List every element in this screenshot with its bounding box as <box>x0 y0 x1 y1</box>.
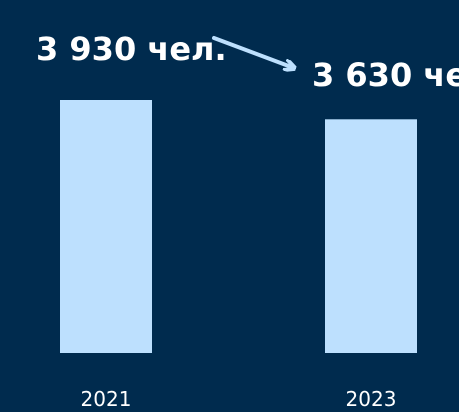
category-label-2021: 2021 <box>81 387 132 411</box>
category-label-2023: 2023 <box>346 387 397 411</box>
bar-2023 <box>325 119 417 353</box>
data-label-2023: 3 630 чел. <box>312 56 459 94</box>
change-arrow <box>212 36 294 68</box>
bar-2021 <box>60 100 152 353</box>
data-label-2021: 3 930 чел. <box>36 30 227 68</box>
